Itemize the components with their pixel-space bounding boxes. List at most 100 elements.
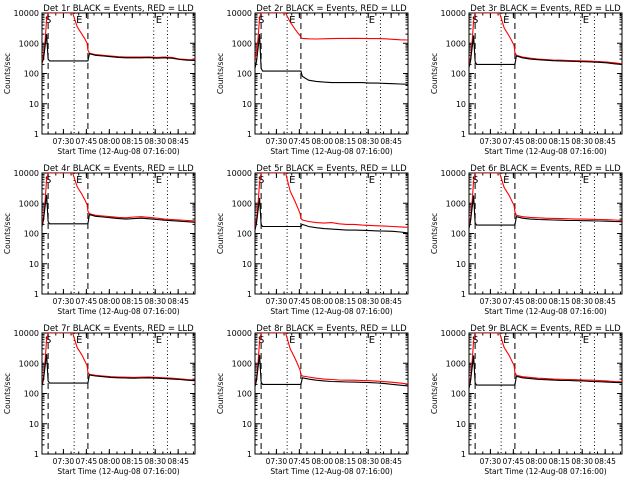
x-tick-label: 08:30 xyxy=(144,297,166,306)
x-tick-label: 08:30 xyxy=(357,137,379,146)
y-tick-label: 100 xyxy=(237,390,252,399)
x-tick-label: 08:45 xyxy=(594,297,616,306)
end-marker: E xyxy=(503,335,509,346)
events-series-line xyxy=(42,354,195,386)
y-tick-label: 100 xyxy=(24,70,39,79)
events-series-line xyxy=(469,195,622,229)
x-tick-label: 07:45 xyxy=(76,297,98,306)
x-tick-label: 07:30 xyxy=(53,297,75,306)
x-tick-label: 07:30 xyxy=(266,297,288,306)
start-marker: S xyxy=(472,175,478,186)
x-tick-label: 08:00 xyxy=(99,457,121,466)
x-tick-label: 08:30 xyxy=(144,457,166,466)
series-group xyxy=(255,13,408,85)
y-tick-label: 1 xyxy=(34,450,39,459)
series-group xyxy=(469,13,622,68)
detector-panel: Det 6r BLACK = Events, RED = LLD 1 10 100 10… xyxy=(430,164,623,316)
x-tick-label: 08:15 xyxy=(121,297,143,306)
x-axis-label: Start Time (12-Aug-08 07:16:00) xyxy=(57,307,179,316)
x-axis-label: Start Time (12-Aug-08 07:16:00) xyxy=(484,147,606,156)
end-marker: E xyxy=(289,15,295,26)
y-tick-label: 1 xyxy=(34,290,39,299)
y-tick-label: 100 xyxy=(237,230,252,239)
end-marker: E xyxy=(76,335,82,346)
series-group xyxy=(469,173,622,229)
y-tick-label: 1000 xyxy=(446,359,466,368)
y-tick-label: 10 xyxy=(456,100,466,109)
x-tick-label: 08:45 xyxy=(380,297,402,306)
start-marker: S xyxy=(258,15,264,26)
x-tick-label: 08:00 xyxy=(312,457,334,466)
x-tick-label: 08:00 xyxy=(312,137,334,146)
x-tick-label: 07:45 xyxy=(289,457,311,466)
x-axis-label: Start Time (12-Aug-08 07:16:00) xyxy=(57,147,179,156)
x-tick-label: 08:00 xyxy=(312,297,334,306)
end-marker: E xyxy=(369,15,375,26)
y-tick-label: 10 xyxy=(242,100,252,109)
y-tick-label: 10 xyxy=(242,260,252,269)
x-tick-label: 08:00 xyxy=(99,137,121,146)
y-tick-label: 1 xyxy=(247,450,252,459)
end-marker: E xyxy=(369,175,375,186)
y-axis-label: Counts/sec xyxy=(216,53,225,94)
x-tick-label: 08:15 xyxy=(121,457,143,466)
x-tick-label: 07:30 xyxy=(53,457,75,466)
series-group xyxy=(42,333,195,386)
end-marker: E xyxy=(156,335,162,346)
events-series-line xyxy=(42,194,195,227)
start-marker: S xyxy=(45,335,51,346)
panel-title: Det 4r BLACK = Events, RED = LLD xyxy=(43,164,194,174)
panel-title: Det 3r BLACK = Events, RED = LLD xyxy=(470,4,621,14)
y-tick-label: 10 xyxy=(242,420,252,429)
x-tick-label: 08:15 xyxy=(334,137,356,146)
y-tick-label: 10000 xyxy=(441,169,466,178)
y-tick-label: 100 xyxy=(24,230,39,239)
plot-frame xyxy=(468,172,623,295)
end-marker: E xyxy=(76,15,82,26)
x-tick-label: 08:45 xyxy=(167,137,189,146)
lld-series-line xyxy=(469,173,622,227)
end-marker: E xyxy=(583,175,589,186)
x-axis-label: Start Time (12-Aug-08 07:16:00) xyxy=(270,467,392,476)
detector-panel: Det 2r BLACK = Events, RED = LLD 1 10 100 10… xyxy=(216,4,409,156)
end-marker: E xyxy=(503,15,509,26)
end-marker: E xyxy=(369,335,375,346)
start-marker: S xyxy=(258,335,264,346)
lld-series-line xyxy=(42,13,195,62)
panel-title: Det 5r BLACK = Events, RED = LLD xyxy=(256,164,407,174)
x-tick-label: 07:30 xyxy=(266,137,288,146)
y-tick-label: 1 xyxy=(461,290,466,299)
lld-series-line xyxy=(42,333,195,385)
detector-panel: Det 8r BLACK = Events, RED = LLD 1 10 100 10… xyxy=(216,324,409,476)
y-tick-label: 10 xyxy=(456,260,466,269)
end-marker: E xyxy=(583,335,589,346)
y-tick-label: 1000 xyxy=(232,199,252,208)
plot-frame xyxy=(254,12,409,135)
lld-series-line xyxy=(255,333,408,386)
x-tick-label: 07:45 xyxy=(503,297,525,306)
series-group xyxy=(255,173,408,234)
panel-title: Det 8r BLACK = Events, RED = LLD xyxy=(256,324,407,334)
detector-panel: Det 5r BLACK = Events, RED = LLD 1 10 100 10… xyxy=(216,164,409,316)
y-tick-label: 1000 xyxy=(446,39,466,48)
x-tick-label: 08:30 xyxy=(144,137,166,146)
x-tick-label: 07:45 xyxy=(503,457,525,466)
detector-panel: Det 1r BLACK = Events, RED = LLD 1 10 100 10… xyxy=(3,4,196,156)
x-tick-label: 08:45 xyxy=(380,137,402,146)
x-axis-label: Start Time (12-Aug-08 07:16:00) xyxy=(270,307,392,316)
end-marker: E xyxy=(156,175,162,186)
y-tick-label: 10000 xyxy=(14,9,39,18)
y-tick-label: 100 xyxy=(451,230,466,239)
x-axis-label: Start Time (12-Aug-08 07:16:00) xyxy=(484,467,606,476)
plot-frame xyxy=(468,12,623,135)
end-marker: E xyxy=(76,175,82,186)
end-marker: E xyxy=(289,175,295,186)
y-axis-label: Counts/sec xyxy=(3,53,12,94)
events-series-line xyxy=(255,354,408,387)
events-series-line xyxy=(255,197,408,234)
panel-title: Det 9r BLACK = Events, RED = LLD xyxy=(470,324,621,334)
y-tick-label: 1000 xyxy=(19,199,39,208)
start-marker: S xyxy=(45,175,51,186)
y-tick-label: 1000 xyxy=(19,359,39,368)
